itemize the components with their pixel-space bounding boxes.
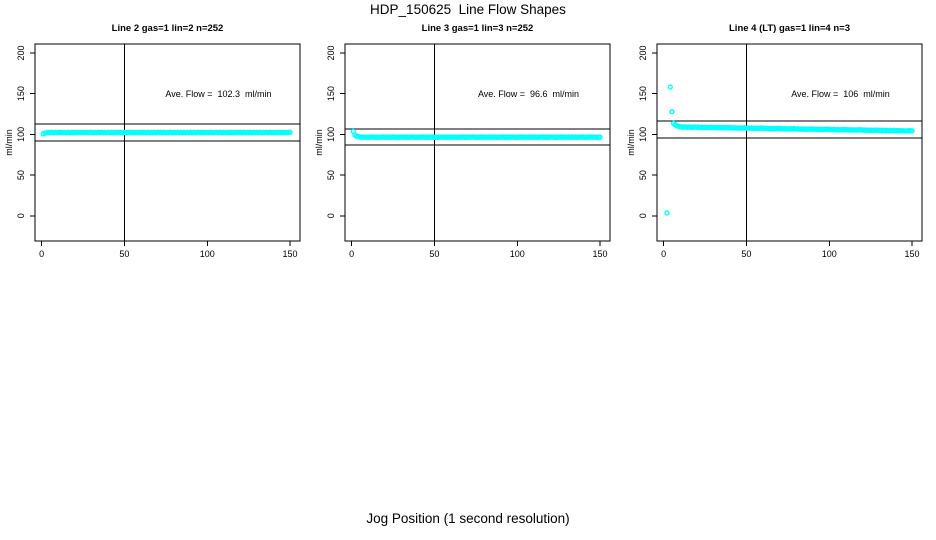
plot-box [656, 43, 923, 242]
y-axis-label: ml/min [626, 129, 636, 156]
flow-data-point [909, 128, 915, 134]
flow-data-point [669, 108, 675, 115]
panel-line2-title: Line 2 gas=1 lin=2 n=252 [111, 23, 224, 34]
y-tick-label: 100 [638, 127, 648, 142]
axes-and-reference-lines [652, 43, 923, 246]
x-tick-label: 0 [661, 249, 666, 259]
x-tick-label: 100 [510, 249, 525, 259]
x-tick-label: 50 [119, 249, 129, 259]
y-axis-label: ml/min [314, 129, 324, 156]
axes-and-reference-lines [30, 43, 301, 246]
y-tick-label: 50 [638, 170, 648, 180]
panel-line3-title: Line 3 gas=1 lin=3 n=252 [421, 23, 534, 34]
x-tick-label: 100 [200, 249, 215, 259]
y-tick-label: 50 [16, 170, 26, 180]
panel-line4-scatter-plot: 0 50 100 150 0 50 100 150 200 ml/min [626, 43, 923, 259]
axis-tick-labels: 0 50 100 150 0 50 100 150 200 ml/min [626, 45, 920, 259]
flow-data-point [597, 134, 603, 140]
data-points [664, 84, 915, 216]
flow-data-point [287, 129, 293, 136]
axis-tick-labels: 0 50 100 150 0 50 100 150 200 ml/min [314, 45, 608, 259]
plot-box [34, 43, 301, 242]
panel-line4-title: Line 4 (LT) gas=1 lin=4 n=3 [729, 23, 850, 34]
x-tick-label: 0 [349, 249, 354, 259]
y-axis-label: ml/min [4, 129, 14, 156]
y-tick-label: 0 [638, 213, 648, 218]
flow-data-point [664, 210, 670, 216]
x-tick-label: 150 [593, 249, 608, 259]
panel-line2-scatter-plot: 0 50 100 150 0 50 100 150 200 ml/min [4, 43, 301, 259]
plot-box [344, 43, 611, 242]
x-tick-label: 150 [905, 249, 920, 259]
panel-line4: Line 4 (LT) gas=1 lin=4 n=3 Ave. Flow = … [622, 0, 934, 270]
axes-and-reference-lines [340, 43, 611, 246]
x-tick-label: 150 [283, 249, 298, 259]
x-axis-label: Jog Position (1 second resolution) [366, 511, 570, 526]
y-tick-label: 0 [16, 213, 26, 218]
flow-data-point [667, 84, 673, 90]
y-tick-label: 200 [326, 45, 336, 60]
data-points [40, 129, 293, 137]
y-tick-label: 100 [16, 127, 26, 142]
main-title: HDP_150625 Line Flow Shapes [370, 2, 566, 17]
y-tick-label: 150 [16, 86, 26, 101]
y-tick-label: 50 [326, 170, 336, 180]
panel-line3-scatter-plot: 0 50 100 150 0 50 100 150 200 ml/min [314, 43, 611, 259]
x-tick-label: 50 [741, 249, 751, 259]
panel-line2: Line 2 gas=1 lin=2 n=252 Ave. Flow = 102… [0, 0, 312, 270]
panel-line2-avg-flow-annotation: Ave. Flow = 102.3 ml/min [165, 89, 272, 99]
panel-line3: Line 3 gas=1 lin=3 n=252 Ave. Flow = 96.… [310, 0, 622, 270]
x-tick-label: 50 [429, 249, 439, 259]
y-tick-label: 150 [326, 86, 336, 101]
y-tick-label: 100 [326, 127, 336, 142]
y-tick-label: 200 [638, 45, 648, 60]
x-tick-label: 100 [822, 249, 837, 259]
data-points [350, 128, 603, 141]
y-tick-label: 0 [326, 213, 336, 218]
panel-line3-avg-flow-annotation: Ave. Flow = 96.6 ml/min [477, 89, 580, 99]
panel-line4-avg-flow-annotation: Ave. Flow = 106 ml/min [791, 89, 890, 99]
y-tick-label: 150 [638, 86, 648, 101]
x-tick-label: 0 [39, 249, 44, 259]
axis-tick-labels: 0 50 100 150 0 50 100 150 200 ml/min [4, 45, 298, 259]
y-tick-label: 200 [16, 45, 26, 60]
